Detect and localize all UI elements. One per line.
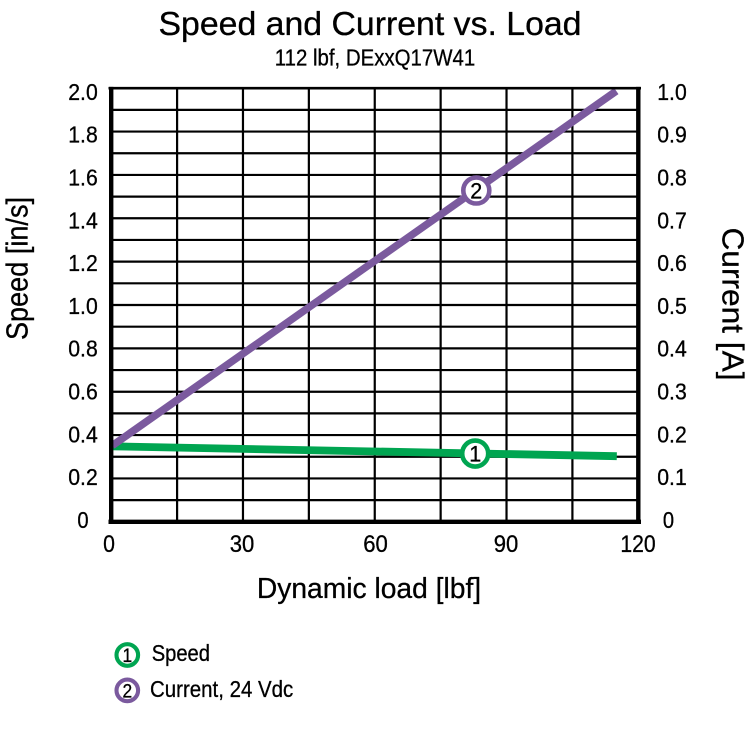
svg-text:0.6: 0.6 [68, 379, 98, 405]
svg-text:120: 120 [620, 531, 655, 558]
svg-text:1: 1 [469, 442, 481, 467]
svg-text:Speed [in/s]: Speed [in/s] [0, 197, 34, 340]
svg-text:Speed: Speed [152, 640, 210, 666]
svg-text:1: 1 [122, 646, 132, 667]
svg-text:0.1: 0.1 [657, 464, 687, 490]
svg-text:0: 0 [663, 507, 674, 533]
svg-text:1.4: 1.4 [68, 207, 98, 233]
svg-text:0: 0 [77, 507, 88, 533]
svg-text:0.5: 0.5 [657, 293, 687, 319]
svg-text:0.4: 0.4 [657, 336, 687, 362]
svg-text:1.8: 1.8 [68, 122, 98, 148]
svg-text:60: 60 [363, 531, 388, 558]
svg-text:2: 2 [122, 681, 132, 702]
svg-text:Current [A]: Current [A] [716, 228, 750, 381]
svg-text:0.8: 0.8 [657, 165, 687, 191]
svg-text:0.2: 0.2 [68, 464, 98, 490]
svg-text:2.0: 2.0 [68, 79, 98, 105]
svg-text:1.0: 1.0 [657, 79, 687, 105]
svg-text:0.9: 0.9 [657, 122, 687, 148]
svg-text:90: 90 [494, 531, 519, 558]
svg-text:1.6: 1.6 [68, 165, 98, 191]
svg-text:112 lbf, DExxQ17W41: 112 lbf, DExxQ17W41 [275, 45, 476, 71]
svg-text:Dynamic load [lbf]: Dynamic load [lbf] [257, 573, 481, 605]
svg-text:Current, 24 Vdc: Current, 24 Vdc [150, 676, 293, 702]
svg-text:0.4: 0.4 [68, 421, 98, 447]
svg-text:0: 0 [103, 531, 115, 558]
svg-text:2: 2 [470, 179, 482, 204]
svg-text:1.0: 1.0 [68, 293, 98, 319]
svg-text:0.8: 0.8 [68, 336, 98, 362]
svg-text:0.3: 0.3 [657, 379, 687, 405]
svg-text:Speed and Current vs. Load: Speed and Current vs. Load [159, 5, 582, 42]
svg-text:0.7: 0.7 [657, 207, 687, 233]
svg-text:1.2: 1.2 [68, 250, 98, 276]
svg-text:30: 30 [230, 531, 255, 558]
svg-text:0.2: 0.2 [657, 421, 687, 447]
svg-text:0.6: 0.6 [657, 250, 687, 276]
